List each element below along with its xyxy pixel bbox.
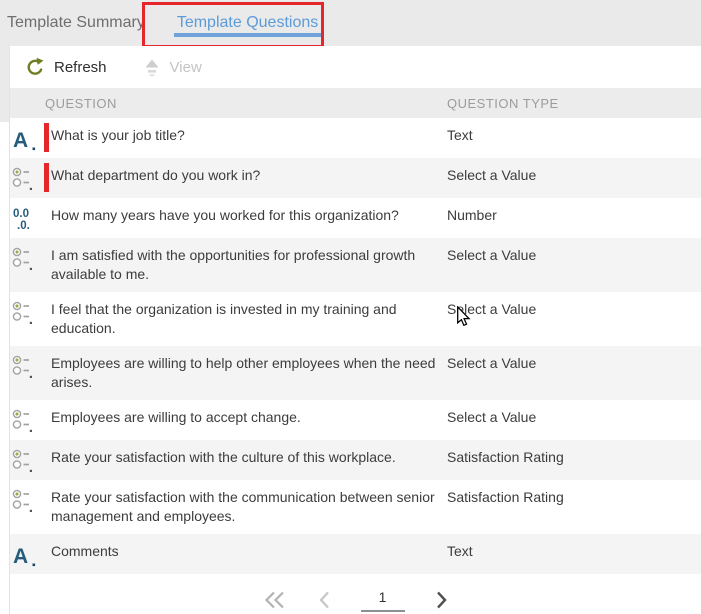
table-row[interactable]: Employees are willing to accept change. … (10, 400, 701, 440)
refresh-button[interactable]: Refresh (25, 57, 107, 78)
select-value-icon (10, 158, 51, 196)
question-type-text: Satisfaction Rating (447, 489, 564, 505)
view-icon (143, 57, 161, 77)
question-type-text: Select a Value (447, 409, 537, 425)
question-type-text: Number (447, 207, 497, 223)
left-gutter (0, 46, 9, 122)
text-question-icon: A (10, 534, 51, 574)
question-type-text: Text (447, 127, 473, 143)
select-value-icon (10, 292, 51, 330)
pagination: 1 (10, 574, 701, 614)
question-text: What department do you work in? (51, 167, 261, 183)
text-question-icon: A (10, 118, 51, 158)
question-column-header: QUESTION (45, 95, 117, 111)
question-text: I feel that the organization is invested… (51, 301, 397, 336)
question-text: Rate your satisfaction with the culture … (51, 449, 396, 465)
table-row[interactable]: 0.0.0. How many years have you worked fo… (10, 198, 701, 238)
question-type-text: Select a Value (447, 247, 537, 263)
toolbar: Refresh View (10, 46, 701, 88)
table-row[interactable]: I feel that the organization is invested… (10, 292, 701, 346)
chevron-right-icon (436, 591, 447, 609)
question-text: What is your job title? (51, 127, 185, 143)
table-row[interactable]: What department do you work in? Select a… (10, 158, 701, 198)
current-page-indicator: 1 (360, 589, 405, 612)
question-type-text: Select a Value (447, 355, 537, 371)
question-type-text: Satisfaction Rating (447, 449, 564, 465)
table-row[interactable]: A Comments Text (10, 534, 701, 574)
svg-text:A: A (13, 545, 28, 568)
svg-text:0.0: 0.0 (13, 208, 29, 220)
table-row[interactable]: Rate your satisfaction with the communic… (10, 480, 701, 534)
question-text: How many years have you worked for this … (51, 207, 399, 223)
annotation-red-bar (44, 163, 49, 192)
previous-page-button[interactable] (317, 590, 331, 610)
content-panel: Refresh View QUESTION QUESTION TYPE A Wh… (9, 46, 701, 614)
question-type-column-header: QUESTION TYPE (447, 95, 559, 111)
next-page-button[interactable] (435, 590, 449, 610)
svg-text:A: A (13, 129, 28, 152)
select-value-icon (10, 440, 51, 478)
question-text: I am satisfied with the opportunities fo… (51, 247, 416, 282)
tab-template-summary[interactable]: Template Summary (7, 14, 145, 31)
annotation-red-bar (44, 123, 49, 152)
question-type-text: Select a Value (447, 301, 537, 317)
double-chevron-left-icon (264, 591, 284, 609)
table-row[interactable]: I am satisfied with the opportunities fo… (10, 238, 701, 292)
question-type-text: Text (447, 543, 473, 559)
table-row[interactable]: Rate your satisfaction with the culture … (10, 440, 701, 480)
table-header: QUESTION QUESTION TYPE (10, 88, 701, 118)
tab-template-questions[interactable]: Template Questions (164, 0, 331, 46)
select-value-icon (10, 400, 51, 438)
question-text: Comments (51, 543, 119, 559)
view-button[interactable]: View (143, 57, 202, 77)
question-text: Rate your satisfaction with the communic… (51, 489, 435, 524)
refresh-icon (25, 57, 45, 78)
view-label: View (169, 58, 202, 76)
select-value-icon (10, 480, 51, 518)
question-text: Employees are willing to help other empl… (51, 355, 436, 390)
refresh-label: Refresh (54, 58, 107, 76)
table-row[interactable]: A What is your job title? Text (10, 118, 701, 158)
question-table: A What is your job title? Text What depa… (10, 118, 701, 574)
number-question-icon: 0.0.0. (10, 198, 51, 238)
question-text: Employees are willing to accept change. (51, 409, 301, 425)
svg-text:.0.: .0. (17, 220, 30, 232)
chevron-left-icon (318, 591, 329, 609)
table-row[interactable]: Employees are willing to help other empl… (10, 346, 701, 400)
select-value-icon (10, 346, 51, 384)
question-type-text: Select a Value (447, 167, 537, 183)
select-value-icon (10, 238, 51, 276)
first-page-button[interactable] (263, 590, 287, 610)
tab-bar: Template Summary Template Questions (0, 0, 701, 48)
